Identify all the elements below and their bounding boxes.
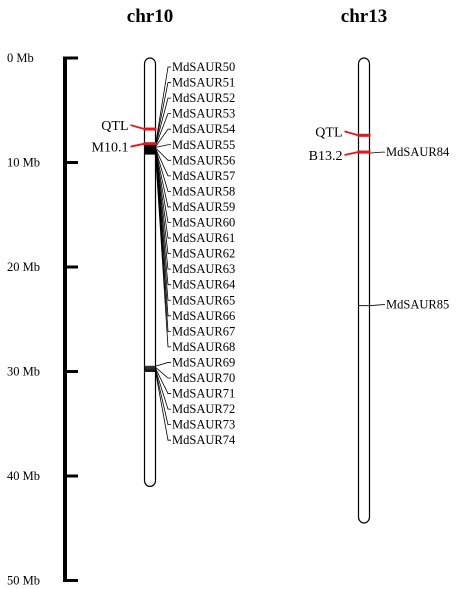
gene-label: MdSAUR70: [172, 371, 235, 385]
gene-label: MdSAUR74: [172, 433, 236, 447]
gene-label: MdSAUR53: [172, 107, 235, 121]
gene-connector: [155, 367, 171, 379]
gene-connector: [155, 149, 171, 208]
chromosomes: chr10MdSAUR50MdSAUR51MdSAUR52MdSAUR53MdS…: [92, 6, 450, 524]
gene-label: MdSAUR66: [172, 309, 235, 323]
gene-connector: [155, 149, 171, 223]
chromosome-chr13: chr13 MdSAUR84 MdSAUR85 QTL B13.2: [309, 6, 450, 524]
gene-connector: [155, 362, 171, 367]
gene-connector: [155, 152, 171, 286]
gene-label: MdSAUR56: [172, 153, 235, 167]
gene-label: MdSAUR55: [172, 138, 235, 152]
gene-label: MdSAUR60: [172, 216, 235, 230]
gene-label: MdSAUR63: [172, 262, 235, 276]
gene-label: MdSAUR64: [172, 278, 236, 292]
gene-label: MdSAUR84: [386, 145, 450, 159]
gene-label: MdSAUR85: [386, 298, 449, 312]
gene-label: MdSAUR50: [172, 60, 235, 74]
qtl-label: QTL: [101, 119, 128, 134]
qtl-label: M10.1: [92, 141, 129, 156]
scale-bar: 0 Mb 10 Mb 20 Mb 30 Mb 40 Mb 50 Mb: [7, 51, 78, 588]
gene-connector: [155, 371, 171, 441]
gene-connector: [155, 144, 171, 148]
gene-label: MdSAUR62: [172, 247, 235, 261]
scale-tick-label: 30 Mb: [7, 365, 40, 379]
gene-label: MdSAUR58: [172, 184, 235, 198]
chromosome-body: [357, 57, 371, 524]
qtl-label: B13.2: [309, 149, 343, 164]
gene-connector: [155, 152, 171, 301]
gene-label: MdSAUR61: [172, 231, 235, 245]
qtl-label: QTL: [315, 125, 342, 140]
gene-connector: [155, 148, 171, 177]
scale-tick-label: 50 Mb: [7, 574, 40, 588]
gene-label: MdSAUR67: [172, 324, 235, 338]
gene-label: MdSAUR52: [172, 91, 235, 105]
chromosome-title: chr10: [127, 6, 173, 27]
qtl-pointer: [344, 151, 359, 156]
gene-connector: [155, 147, 171, 161]
chromosome-chr10: chr10MdSAUR50MdSAUR51MdSAUR52MdSAUR53MdS…: [92, 6, 236, 488]
gene-connector: [155, 151, 171, 270]
gene-label: MdSAUR65: [172, 293, 235, 307]
gene-label: MdSAUR68: [172, 340, 235, 354]
gene-connector: [369, 151, 385, 154]
gene-connector: [155, 154, 171, 348]
gene-connector: [155, 66, 171, 145]
chromosome-body: [143, 57, 157, 488]
gene-label: MdSAUR51: [172, 76, 235, 90]
gene-connector: [155, 150, 171, 255]
gene-connector: [369, 304, 385, 307]
qtl-pointer: [344, 130, 359, 137]
gene-label: MdSAUR69: [172, 355, 235, 369]
qtl-pointer: [130, 124, 145, 130]
chromosome-title: chr13: [341, 6, 387, 27]
gene-connector: [155, 82, 171, 146]
scale-tick-label: 10 Mb: [7, 156, 40, 170]
gene-connector: [155, 148, 171, 192]
scale-tick-label: 0 Mb: [7, 51, 34, 65]
gene-label: MdSAUR59: [172, 200, 235, 214]
scale-tick-label: 40 Mb: [7, 469, 40, 483]
gene-label: MdSAUR54: [172, 122, 236, 136]
gene-connector: [155, 97, 171, 146]
gene-connector: [155, 370, 171, 426]
gene-label: MdSAUR72: [172, 402, 235, 416]
gene-connector: [155, 113, 171, 147]
gene-connector: [155, 128, 171, 148]
gene-label: MdSAUR71: [172, 387, 235, 401]
gene-connector: [155, 369, 171, 410]
gene-label: MdSAUR57: [172, 169, 235, 183]
gene-label: MdSAUR73: [172, 418, 235, 432]
scale-tick-label: 20 Mb: [7, 260, 40, 274]
gene-connector: [155, 150, 171, 239]
qtl-pointer: [130, 142, 145, 148]
gene-connector: [155, 368, 171, 394]
